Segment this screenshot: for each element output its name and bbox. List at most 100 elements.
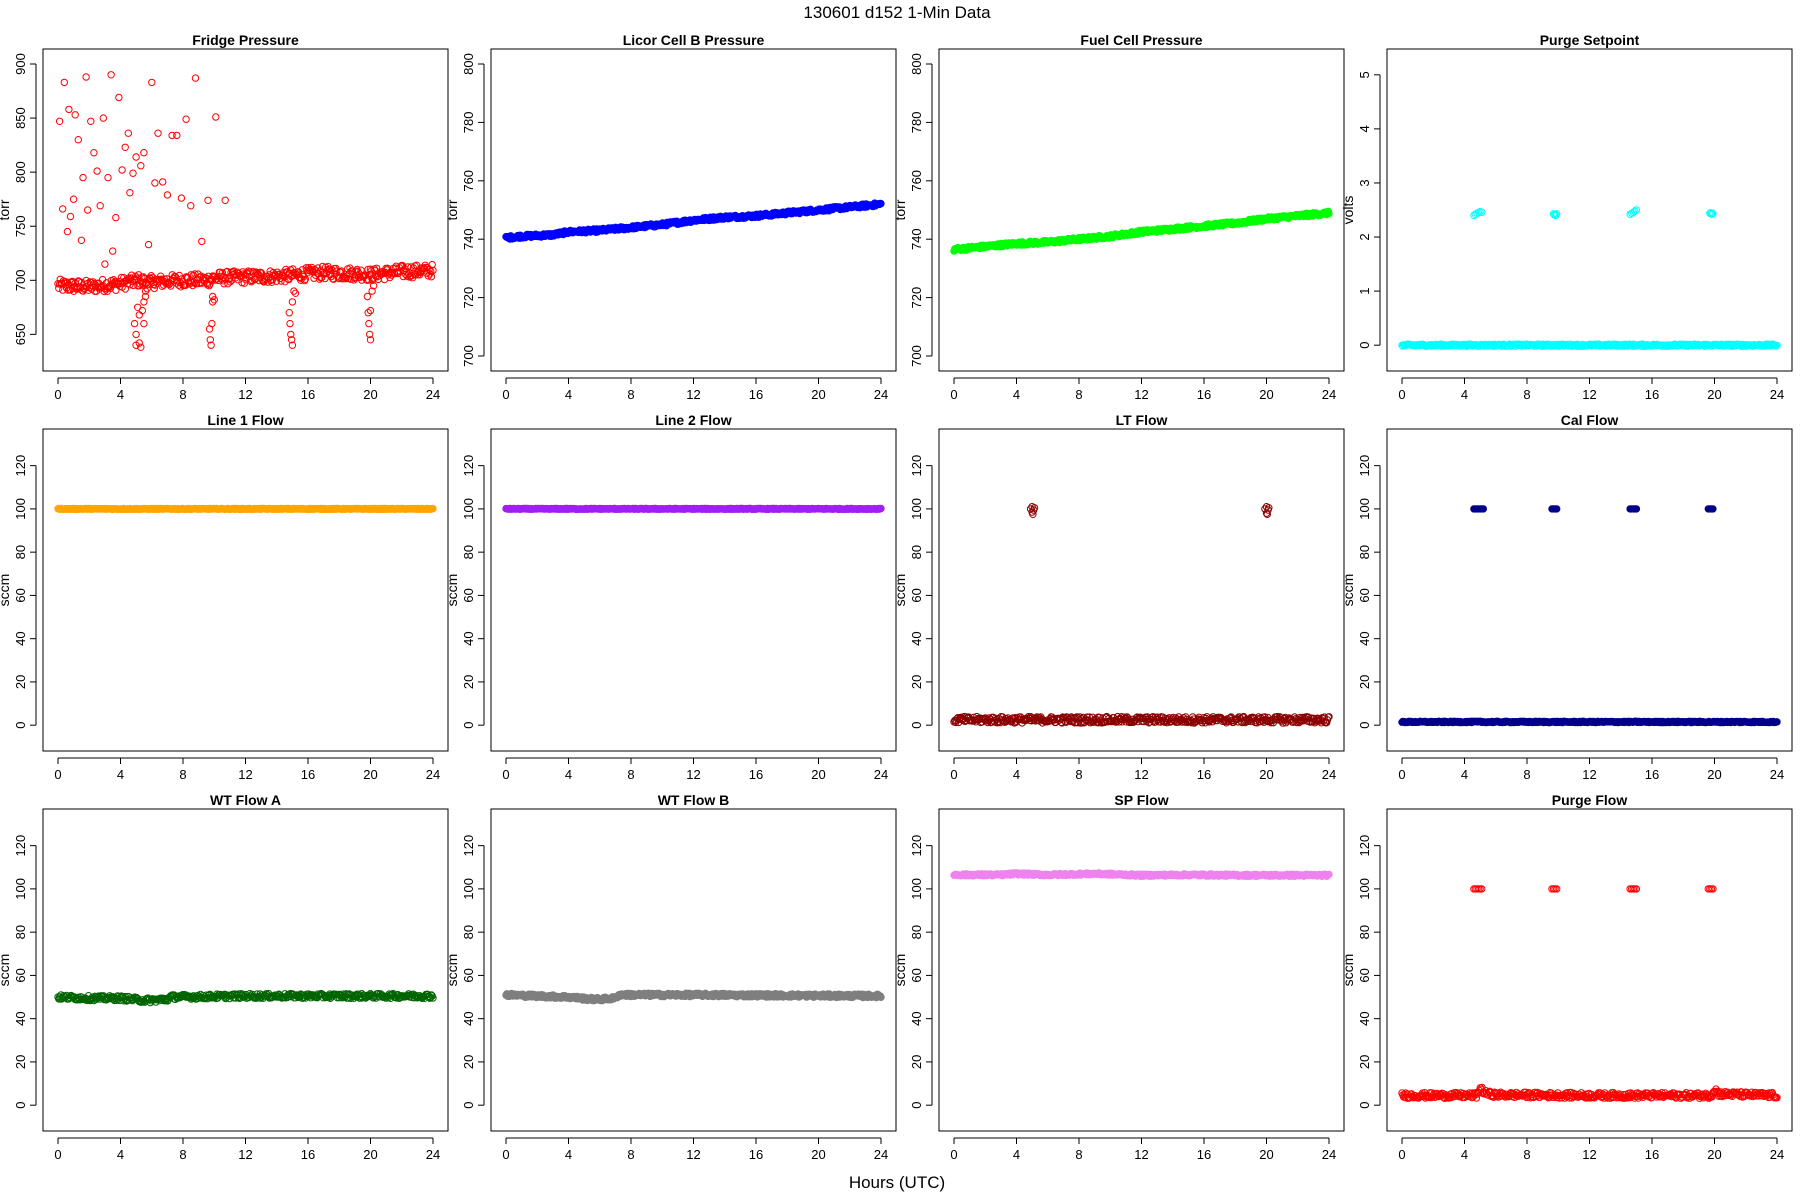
data-point — [112, 213, 120, 222]
data-point — [71, 111, 79, 119]
data-point — [351, 992, 359, 1000]
data-point — [192, 279, 201, 288]
data-point — [250, 276, 259, 284]
series-high — [1026, 503, 1273, 518]
data-points — [950, 207, 1333, 255]
data-points — [1398, 206, 1781, 350]
data-point — [1029, 510, 1037, 518]
y-tick-label: 0 — [909, 722, 924, 729]
data-point — [357, 266, 365, 274]
data-point — [226, 278, 234, 286]
x-tick-label: 20 — [1259, 767, 1273, 782]
series-flow — [54, 989, 437, 1007]
series-dips — [130, 282, 378, 351]
data-point — [253, 269, 261, 277]
x-tick-label: 8 — [627, 767, 634, 782]
x-tick-label: 4 — [1461, 387, 1468, 402]
data-point — [347, 275, 355, 283]
x-tick-label: 12 — [686, 387, 700, 402]
data-point — [212, 113, 220, 121]
data-point — [82, 73, 90, 81]
data-point — [109, 247, 117, 255]
y-tick-label: 800 — [13, 161, 28, 183]
data-point — [223, 267, 231, 276]
data-point — [1325, 713, 1333, 721]
data-point — [69, 195, 78, 203]
data-point — [1148, 713, 1156, 722]
y-tick-label: 100 — [909, 498, 924, 520]
data-point — [1708, 210, 1716, 219]
data-point — [1225, 717, 1233, 726]
data-point — [177, 194, 186, 202]
plot-frame — [938, 48, 1345, 372]
x-tick-label: 24 — [1770, 767, 1784, 782]
x-tick-label: 12 — [686, 767, 700, 782]
data-point — [318, 273, 326, 282]
x-tick-label: 0 — [950, 387, 957, 402]
y-tick-label: 800 — [909, 53, 924, 75]
data-points — [502, 989, 885, 1005]
data-points — [502, 504, 885, 513]
y-tick-label: 100 — [461, 498, 476, 520]
data-point — [90, 149, 98, 157]
x-axis: 0 4 8 12 16 20 24 — [54, 1137, 440, 1162]
data-point — [137, 162, 145, 170]
x-tick-label: 16 — [1645, 767, 1659, 782]
y-tick-label: 2 — [1357, 233, 1372, 240]
data-point — [239, 993, 248, 1001]
data-point — [141, 274, 149, 282]
y-tick-label: 760 — [461, 170, 476, 192]
data-point — [115, 277, 123, 286]
data-point — [257, 269, 266, 277]
data-point — [86, 278, 94, 286]
y-tick-label: 5 — [1357, 71, 1372, 78]
data-point — [348, 267, 357, 275]
x-tick-label: 16 — [1197, 767, 1211, 782]
x-tick-label: 0 — [54, 387, 61, 402]
data-point — [59, 286, 67, 294]
data-point — [148, 78, 156, 87]
panel-title: Cal Flow — [1561, 412, 1619, 428]
data-point — [429, 266, 437, 275]
data-point — [65, 105, 73, 114]
data-point — [147, 272, 155, 280]
data-point — [144, 240, 153, 249]
data-point — [1007, 718, 1015, 726]
plot-frame — [490, 428, 897, 752]
series-baseline — [54, 260, 437, 296]
y-tick-label: 700 — [13, 269, 28, 291]
x-tick-label: 16 — [1197, 387, 1211, 402]
data-point — [59, 205, 67, 213]
data-point — [1142, 717, 1151, 725]
x-tick-label: 8 — [1075, 387, 1082, 402]
data-point — [96, 202, 104, 210]
data-point — [257, 268, 265, 277]
data-points — [54, 989, 437, 1007]
data-point — [190, 994, 198, 1002]
y-tick-label: 120 — [909, 455, 924, 477]
data-point — [1083, 713, 1091, 721]
x-axis: 0 4 8 12 16 20 24 — [54, 377, 440, 402]
panel-title: LT Flow — [1116, 412, 1168, 428]
x-tick-label: 16 — [301, 767, 315, 782]
data-points — [502, 199, 885, 243]
data-point — [221, 196, 229, 205]
x-tick-label: 16 — [301, 1147, 315, 1162]
data-point — [137, 343, 145, 351]
y-tick-label: 80 — [909, 545, 924, 559]
data-point — [318, 262, 327, 271]
x-tick-label: 20 — [363, 387, 377, 402]
y-tick-label: 80 — [1357, 545, 1372, 559]
data-point — [1553, 210, 1561, 218]
data-point — [163, 191, 172, 199]
data-point — [366, 306, 375, 315]
